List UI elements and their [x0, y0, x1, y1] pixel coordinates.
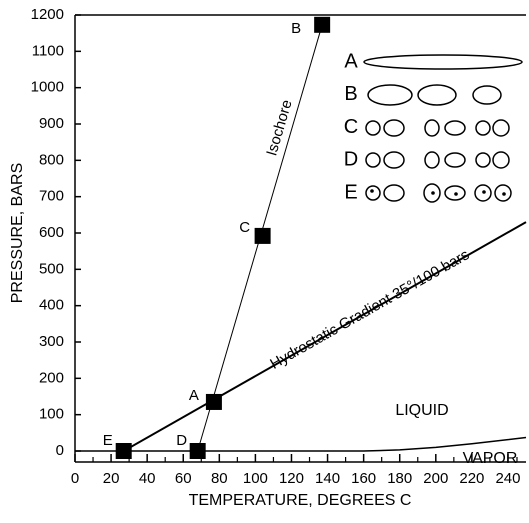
point	[205, 393, 222, 410]
legend-label: A	[344, 50, 358, 72]
y-tick-label: 0	[56, 442, 64, 459]
x-tick-label: 40	[139, 470, 156, 487]
y-tick-label: 1000	[31, 79, 64, 96]
y-tick-label: 700	[39, 188, 64, 205]
y-tick-label: 200	[39, 369, 64, 386]
x-tick-label: 240	[495, 470, 520, 487]
hydrostatic-line	[123, 221, 527, 452]
legend-label: E	[344, 181, 357, 203]
point-label: D	[176, 432, 187, 449]
x-tick-label: 80	[211, 470, 228, 487]
point-label: A	[189, 387, 199, 404]
x-tick-label: 160	[351, 470, 376, 487]
x-tick-label: 140	[315, 470, 340, 487]
point	[115, 443, 132, 459]
x-tick-label: 200	[423, 470, 448, 487]
y-tick-label: 1200	[31, 6, 64, 23]
region-label: VAPOR	[463, 450, 518, 467]
x-tick-label: 100	[243, 470, 268, 487]
vapor-curve	[75, 436, 527, 452]
legend-label: C	[344, 116, 358, 138]
y-tick-label: 800	[39, 151, 64, 168]
y-tick-label: 900	[39, 115, 64, 132]
y-tick-label: 600	[39, 224, 64, 241]
y-tick-label: 100	[39, 406, 64, 423]
point	[189, 443, 206, 459]
y-tick-label: 400	[39, 297, 64, 314]
x-tick-label: 180	[387, 470, 412, 487]
x-tick-label: 20	[103, 470, 120, 487]
line-label: Isochore	[263, 98, 295, 158]
point-label: C	[239, 219, 250, 236]
line-label: Hydrostatic Gradient 35°/100 bars	[267, 246, 472, 373]
point-label: E	[103, 432, 113, 449]
y-tick-label: 300	[39, 333, 64, 350]
point-label: B	[291, 20, 301, 37]
y-tick-label: 1100	[32, 42, 64, 59]
x-tick-label: 120	[279, 470, 304, 487]
x-tick-label: 60	[175, 470, 192, 487]
region-label: LIQUID	[395, 402, 448, 419]
legend-label: D	[344, 149, 358, 171]
y-tick-label: 500	[39, 260, 64, 277]
point	[254, 227, 271, 244]
x-axis-label: TEMPERATURE, DEGREES C	[189, 492, 412, 509]
inclusion-sketches	[363, 54, 523, 203]
x-tick-label: 220	[459, 470, 484, 487]
x-tick-label: 0	[71, 470, 79, 487]
y-axis-label: PRESSURE, BARS	[9, 163, 26, 303]
point	[314, 16, 331, 33]
legend-label: B	[344, 83, 357, 105]
